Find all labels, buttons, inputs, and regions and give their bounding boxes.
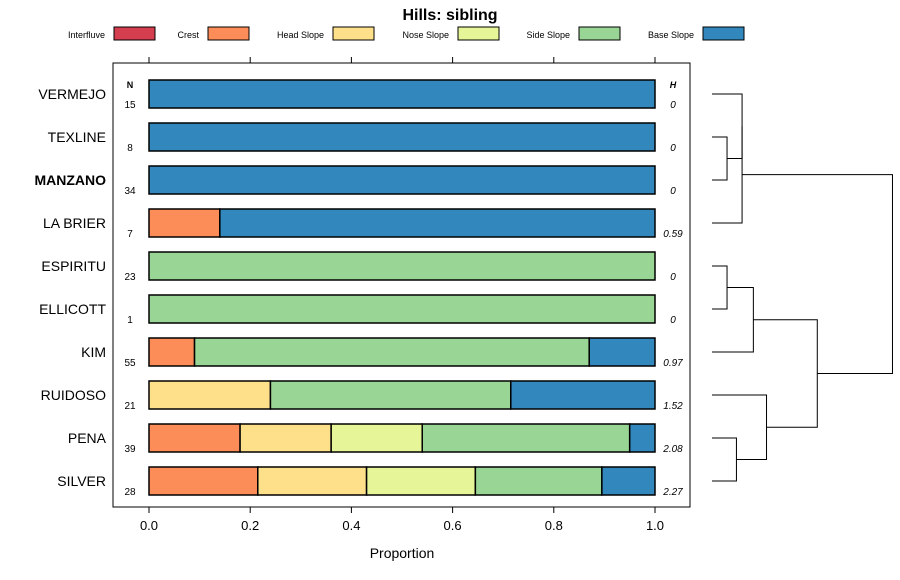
bar-ruidoso-head-slope xyxy=(148,380,272,410)
y-label-manzano: MANZANO xyxy=(34,172,106,188)
bar-manzano-base-slope xyxy=(148,165,656,195)
n-label-ruidoso: 21 xyxy=(124,401,136,412)
bar-ellicott-side-slope xyxy=(148,294,656,324)
y-label-silver: SILVER xyxy=(57,473,106,489)
n-label-manzano: 34 xyxy=(124,186,136,197)
bar-la-brier-crest xyxy=(148,208,221,238)
h-label-ellicott: 0 xyxy=(670,315,676,326)
plot-frame xyxy=(112,62,691,508)
bar-texline-base-slope xyxy=(148,122,656,152)
h-label-ruidoso: 1.52 xyxy=(663,401,683,412)
legend-swatch-head-slope xyxy=(332,26,375,41)
h-label-vermejo: 0 xyxy=(670,100,676,111)
legend-label-side-slope: Side Slope xyxy=(526,30,570,40)
chart-title: Hills: sibling xyxy=(402,7,497,24)
y-label-vermejo: VERMEJO xyxy=(38,86,106,102)
h-label-espiritu: 0 xyxy=(670,272,676,283)
y-label-ellicott: ELLICOTT xyxy=(39,301,106,317)
legend-swatch-crest xyxy=(207,26,250,41)
y-label-kim: KIM xyxy=(81,344,106,360)
y-label-espiritu: ESPIRITU xyxy=(41,258,106,274)
x-tick-label-3: 0.6 xyxy=(444,518,462,533)
n-label-vermejo: 15 xyxy=(124,100,136,111)
dendrogram xyxy=(712,93,893,482)
n-label-kim: 55 xyxy=(124,358,136,369)
bar-silver-nose-slope xyxy=(365,466,477,496)
bar-pena-side-slope xyxy=(421,423,631,453)
y-label-la-brier: LA BRIER xyxy=(43,215,106,231)
bar-vermejo-base-slope xyxy=(148,79,656,109)
h-label-pena: 2.08 xyxy=(662,444,683,455)
bar-silver-head-slope xyxy=(257,466,368,496)
x-tick-label-2: 0.4 xyxy=(342,518,360,533)
n-label-la-brier: 7 xyxy=(127,229,133,240)
x-axis-label: Proportion xyxy=(370,545,435,561)
y-label-texline: TEXLINE xyxy=(48,129,106,145)
h-column-header: H xyxy=(670,80,677,90)
h-label-la-brier: 0.59 xyxy=(663,229,683,240)
legend-label-base-slope: Base Slope xyxy=(648,30,694,40)
bar-la-brier-base-slope xyxy=(219,208,656,238)
x-tick-label-5: 1.0 xyxy=(646,518,664,533)
bar-ruidoso-base-slope xyxy=(510,380,656,410)
bar-silver-side-slope xyxy=(474,466,603,496)
n-label-espiritu: 23 xyxy=(124,272,136,283)
dendrogram-merge-3 xyxy=(712,126,743,224)
y-axis-labels: VERMEJO TEXLINE MANZANO LA BRIER ESPIRITU ELL… xyxy=(34,86,106,489)
legend-label-nose-slope: Nose Slope xyxy=(402,30,449,40)
bar-pena-nose-slope xyxy=(330,423,423,453)
x-axis: 0.0 0.2 0.4 0.6 0.8 1.0 xyxy=(140,57,664,533)
bar-espiritu-side-slope xyxy=(148,251,656,281)
n-column-header: N xyxy=(127,80,134,90)
legend-label-head-slope: Head Slope xyxy=(277,30,324,40)
h-label-silver: 2.27 xyxy=(662,487,683,498)
legend-label-crest: Crest xyxy=(177,30,199,40)
n-label-pena: 39 xyxy=(124,444,136,455)
dendrogram-merge-9 xyxy=(742,174,893,374)
h-labels: 0 0 0 0.59 0 0 0.97 1.52 2.08 2.27 xyxy=(662,100,683,498)
legend-swatch-interfluve xyxy=(113,26,156,41)
legend-swatch-side-slope xyxy=(578,26,621,41)
y-label-ruidoso: RUIDOSO xyxy=(41,387,106,403)
bar-kim-side-slope xyxy=(193,337,590,367)
bar-series xyxy=(148,79,656,496)
x-tick-label-1: 0.2 xyxy=(241,518,259,533)
h-label-manzano: 0 xyxy=(670,186,676,197)
bar-silver-base-slope xyxy=(601,466,656,496)
legend-label-interfluve: Interfluve xyxy=(68,30,105,40)
x-tick-label-0: 0.0 xyxy=(140,518,158,533)
legend: Interfluve Crest Head Slope Nose Slope Side … xyxy=(68,26,745,41)
h-label-texline: 0 xyxy=(670,143,676,154)
bar-pena-base-slope xyxy=(628,423,656,453)
n-label-texline: 8 xyxy=(127,143,133,154)
bar-pena-head-slope xyxy=(239,423,332,453)
bar-kim-base-slope xyxy=(588,337,656,367)
n-label-silver: 28 xyxy=(124,487,136,498)
legend-swatch-nose-slope xyxy=(457,26,500,41)
h-label-kim: 0.97 xyxy=(663,358,683,369)
x-tick-label-4: 0.8 xyxy=(545,518,563,533)
n-label-ellicott: 1 xyxy=(127,315,133,326)
n-labels: 15 8 34 7 23 1 55 21 39 28 xyxy=(124,100,136,498)
legend-swatch-base-slope xyxy=(702,26,745,41)
bar-kim-crest xyxy=(148,337,196,367)
y-label-pena: PENA xyxy=(68,430,107,446)
bar-pena-crest xyxy=(148,423,241,453)
bar-silver-crest xyxy=(148,466,259,496)
bar-ruidoso-side-slope xyxy=(269,380,512,410)
